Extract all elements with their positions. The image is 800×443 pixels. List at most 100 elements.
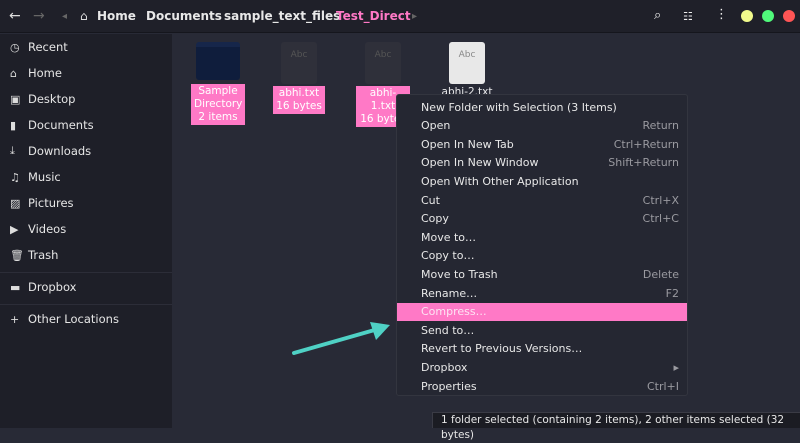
sidebar-item-videos[interactable]: ▶ Videos [10, 222, 66, 236]
menu-item-label: Compress… [421, 305, 487, 319]
menu-item-shortcut: Delete [642, 267, 679, 281]
sidebar-item-desktop[interactable]: ▣ Desktop [10, 92, 75, 106]
menu-item-label: Open With Other Application [421, 174, 579, 188]
sidebar-label: Pictures [28, 196, 74, 210]
minimize-button[interactable] [741, 10, 753, 22]
sidebar-item-home[interactable]: ⌂ Home [10, 66, 62, 80]
video-icon: ▶ [10, 222, 19, 236]
file-abhi-txt[interactable]: Abc abhi.txt 16 bytes [272, 42, 326, 114]
plus-icon: + [10, 312, 20, 326]
back-button[interactable]: ← [9, 8, 21, 24]
menu-item-open-in-new-tab[interactable]: Open In New Tab Ctrl+Return [397, 135, 687, 153]
home-icon: ⌂ [80, 9, 88, 23]
sidebar-item-pictures[interactable]: ▨ Pictures [10, 196, 74, 210]
kebab-menu-icon[interactable]: ⋮ [715, 7, 728, 22]
menu-item-revert-to-previous-versions[interactable]: Revert to Previous Versions… [397, 340, 687, 358]
close-button[interactable] [783, 10, 795, 22]
breadcrumb-documents[interactable]: Documents [146, 9, 222, 23]
breadcrumb-test-direct[interactable]: Test_Direct [336, 9, 411, 23]
menu-item-dropbox[interactable]: Dropbox ▸ [397, 358, 687, 376]
sidebar-divider [0, 304, 172, 305]
file-label: abhi.txt 16 bytes [273, 86, 325, 114]
list-view-icon[interactable]: ☷ [683, 10, 693, 23]
sidebar-label: Desktop [28, 92, 76, 106]
breadcrumb-right-icon[interactable]: ▸ [412, 11, 418, 22]
breadcrumb-sample-text-files[interactable]: sample_text_files [224, 9, 341, 23]
menu-item-label: Open In New Tab [421, 137, 514, 151]
sidebar-item-music[interactable]: ♫ Music [10, 170, 61, 184]
menu-item-move-to[interactable]: Move to… [397, 228, 687, 246]
header-bar: ← → ◂ ⌂ Home Documents sample_text_files… [0, 0, 800, 33]
menu-item-properties[interactable]: Properties Ctrl+I [397, 377, 687, 395]
menu-item-label: New Folder with Selection (3 Items) [421, 100, 617, 114]
menu-item-shortcut: Ctrl+X [642, 193, 679, 207]
sidebar-item-other-locations[interactable]: + Other Locations [10, 312, 119, 326]
menu-item-send-to[interactable]: Send to… [397, 321, 687, 339]
sidebar-label: Documents [28, 118, 94, 132]
menu-item-label: Cut [421, 193, 440, 207]
file-abhi-2-txt[interactable]: Abc abhi-2.txt [440, 42, 494, 98]
menu-item-label: Send to… [421, 323, 475, 337]
file-sample-directory[interactable]: Sample Directory 2 items [188, 42, 248, 125]
sidebar-label: Videos [28, 222, 67, 236]
desktop-icon: ▣ [10, 92, 21, 106]
menu-item-label: Rename… [421, 286, 478, 300]
sidebar-item-trash[interactable]: 🗑 Trash [10, 248, 58, 262]
sidebar-item-downloads[interactable]: ⤓ Downloads [10, 144, 91, 158]
picture-icon: ▨ [10, 196, 21, 210]
maximize-button[interactable] [762, 10, 774, 22]
sidebar-label: Dropbox [28, 280, 77, 294]
menu-item-copy[interactable]: Copy Ctrl+C [397, 210, 687, 228]
menu-item-shortcut: Return [642, 119, 679, 133]
menu-item-copy-to[interactable]: Copy to… [397, 247, 687, 265]
folder-icon: ▬ [10, 280, 21, 294]
sidebar-label: Home [28, 66, 62, 80]
status-bar: 1 folder selected (containing 2 items), … [432, 412, 800, 441]
menu-item-shortcut: Ctrl+I [646, 379, 679, 393]
text-file-icon: Abc [365, 42, 401, 84]
text-file-icon: Abc [449, 42, 485, 84]
breadcrumb-home[interactable]: Home [97, 9, 136, 23]
download-icon: ⤓ [10, 144, 15, 157]
menu-item-label: Dropbox [421, 360, 468, 374]
menu-item-rename[interactable]: Rename… F2 [397, 284, 687, 302]
menu-item-compress[interactable]: Compress… [397, 302, 687, 321]
annotation-arrow-icon [292, 322, 390, 355]
menu-item-shortcut: ▸ [673, 360, 679, 374]
file-label: Sample Directory 2 items [191, 84, 245, 125]
trash-icon: 🗑 [10, 248, 24, 262]
menu-item-open-in-new-window[interactable]: Open In New Window Shift+Return [397, 154, 687, 172]
sidebar: ◷ Recent ⌂ Home ▣ Desktop ▮ Documents ⤓ Downl… [0, 34, 172, 428]
sidebar-item-recent[interactable]: ◷ Recent [10, 40, 68, 54]
menu-item-move-to-trash[interactable]: Move to Trash Delete [397, 265, 687, 283]
menu-item-cut[interactable]: Cut Ctrl+X [397, 191, 687, 209]
breadcrumb-left-icon[interactable]: ◂ [62, 11, 68, 22]
sidebar-item-documents[interactable]: ▮ Documents [10, 118, 94, 132]
menu-item-label: Copy [421, 212, 449, 226]
document-icon: ▮ [10, 118, 17, 132]
search-icon[interactable]: ⌕ [654, 8, 662, 23]
clock-icon: ◷ [10, 40, 20, 54]
sidebar-label: Trash [28, 248, 59, 262]
menu-item-label: Open In New Window [421, 156, 539, 170]
sidebar-label: Music [28, 170, 61, 184]
menu-item-label: Open [421, 119, 451, 133]
menu-item-open-with-other-application[interactable]: Open With Other Application [397, 172, 687, 190]
sidebar-label: Other Locations [28, 312, 119, 326]
music-icon: ♫ [10, 170, 20, 184]
menu-item-shortcut: Ctrl+C [642, 212, 679, 226]
folder-icon [196, 42, 240, 80]
forward-button[interactable]: → [33, 8, 45, 24]
menu-item-label: Revert to Previous Versions… [421, 342, 583, 356]
sidebar-divider [0, 272, 172, 273]
menu-item-open[interactable]: Open Return [397, 117, 687, 135]
menu-item-label: Move to… [421, 230, 477, 244]
menu-item-label: Copy to… [421, 249, 475, 263]
text-file-icon: Abc [281, 42, 317, 84]
menu-item-shortcut: Shift+Return [608, 156, 679, 170]
home-icon: ⌂ [10, 66, 17, 80]
context-menu: New Folder with Selection (3 Items) Open R… [396, 94, 688, 396]
menu-item-shortcut: Ctrl+Return [613, 137, 679, 151]
sidebar-item-dropbox[interactable]: ▬ Dropbox [10, 280, 76, 294]
menu-item-new-folder-with-selection-3-items[interactable]: New Folder with Selection (3 Items) [397, 98, 687, 116]
